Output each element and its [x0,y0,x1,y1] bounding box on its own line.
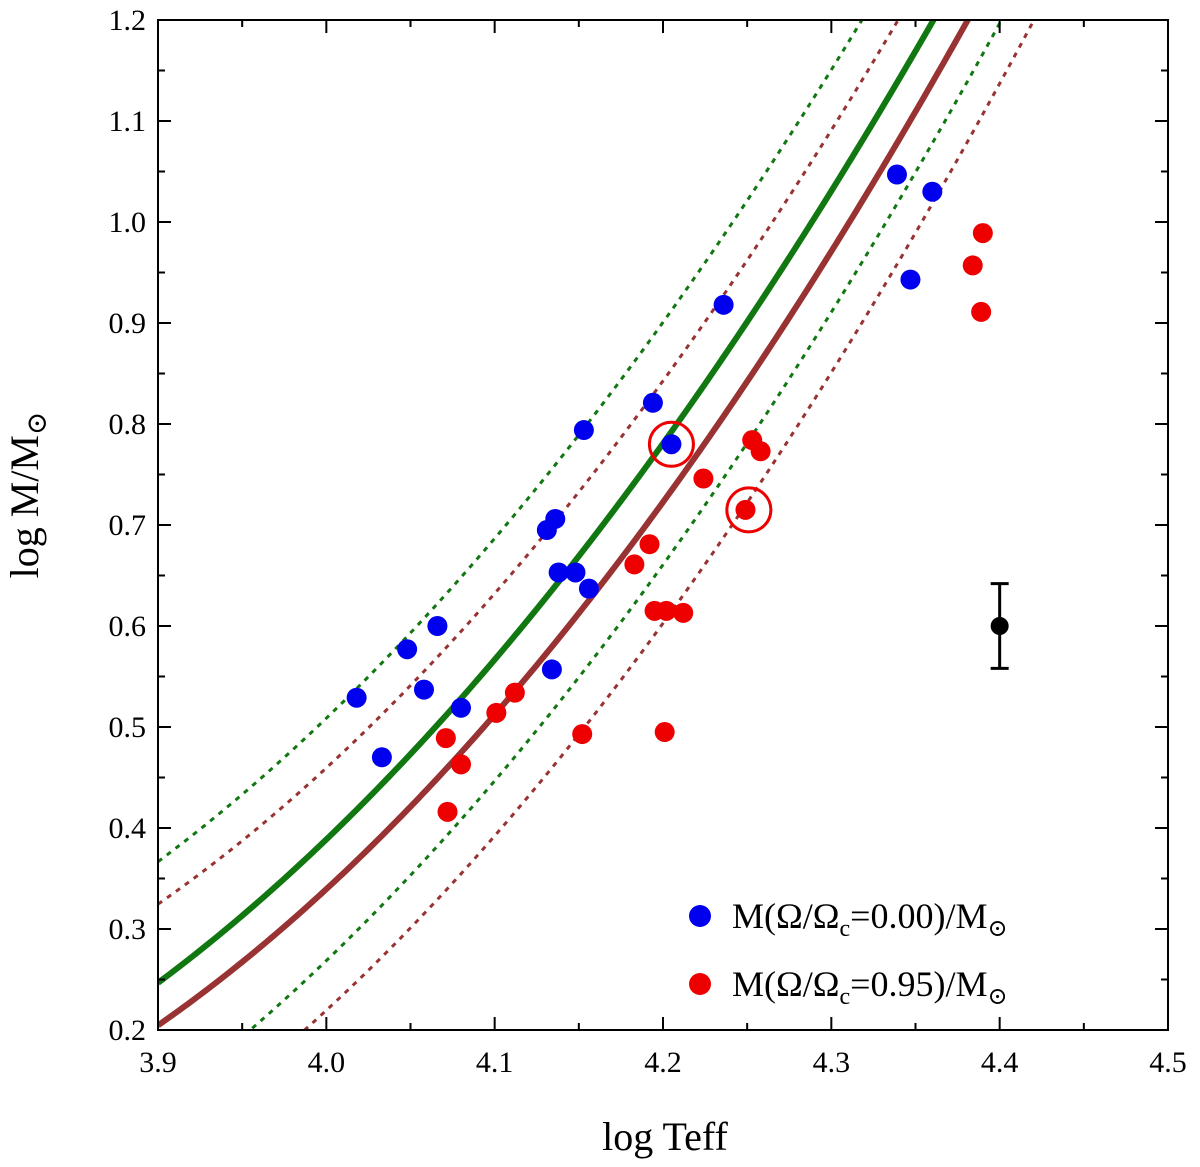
x-tick-label-1: 4.0 [308,1046,346,1079]
x-tick-label-0: 3.9 [139,1046,177,1079]
data-point-nonrotating-17 [900,269,921,290]
data-point-rotating-18 [972,223,993,244]
data-point-rotating-13 [735,499,756,520]
legend-label-rotating-sub: c [840,984,851,1010]
data-point-nonrotating-1 [371,747,392,768]
x-tick-label-5: 4.4 [981,1046,1019,1079]
points-layer [346,164,1009,822]
data-point-rotating-15 [750,441,771,462]
plot-frame [157,19,1169,1031]
y-tick-label-5: 0.7 [109,509,147,542]
data-point-rotating-17 [971,301,992,322]
legend-label-nonrotating-sun: ⊙ [987,916,1007,942]
data-point-rotating-2 [451,754,471,775]
reference-point [990,617,1009,635]
data-point-rotating-5 [572,724,593,745]
data-point-rotating-10 [656,600,677,621]
x-axis-label: log Teff [602,1114,728,1159]
data-point-nonrotating-18 [922,181,943,202]
data-point-rotating-9 [654,722,675,743]
y-tick-label-0: 0.2 [109,1014,147,1047]
y-tick-label-4: 0.6 [109,610,147,643]
highlight-ring-1 [725,486,773,534]
legend-label-rotating: M(Ω/Ωc=0.95)/M⊙ [732,964,1008,1010]
data-point-nonrotating-9 [548,562,569,583]
legend-label-nonrotating-sub: c [840,916,851,942]
legend-marker-rotating [689,973,711,995]
data-point-nonrotating-7 [541,659,562,680]
ticks-layer: 3.9 4.0 4.1 4.2 4.3 4.4 4.5 0.2 0.3 0.4 0.5 0.6 0.7 0… [109,4,1187,1079]
data-point-nonrotating-2 [397,639,418,660]
data-point-nonrotating-16 [886,164,907,185]
curve-red-upper [158,20,900,906]
data-point-nonrotating-3 [413,679,434,700]
y-tick-label-1: 0.3 [109,913,147,946]
data-point-rotating-4 [504,682,525,703]
data-point-rotating-3 [486,702,507,723]
data-point-rotating-6 [624,554,645,575]
legend-label-rotating-mid: =0.95)/M [850,964,987,1004]
data-point-nonrotating-13 [642,392,663,413]
y-tick-label-8: 1.0 [109,206,147,239]
x-tick-label-2: 4.1 [476,1046,514,1079]
x-tick-label-6: 4.5 [1149,1046,1187,1079]
data-point-nonrotating-5 [451,697,471,718]
axes-layer [157,19,1169,1031]
legend-label-rotating-prefix: M(Ω/Ω [732,964,840,1004]
data-point-nonrotating-14 [661,434,682,455]
y-tick-label-6: 0.8 [109,408,147,441]
legend-label-nonrotating-mid: =0.00)/M [850,896,987,936]
data-point-nonrotating-12 [578,578,599,599]
curve-red-fit [158,20,972,1028]
legend-label-rotating-sun: ⊙ [987,984,1007,1010]
legend-label-nonrotating-prefix: M(Ω/Ω [732,896,840,936]
y-axis-label-sun-symbol: ⊙ [22,412,53,435]
legend-marker-nonrotating [689,905,711,927]
x-tick-label-4: 4.3 [813,1046,851,1079]
y-tick-label-9: 1.1 [109,105,147,138]
curves-layer [158,20,1036,1030]
data-point-nonrotating-11 [573,420,594,441]
y-tick-label-7: 0.9 [109,307,147,340]
y-tick-label-2: 0.4 [109,812,147,845]
data-point-rotating-12 [693,468,714,489]
legend-label-nonrotating: M(Ω/Ωc=0.00)/M⊙ [732,896,1008,942]
y-tick-label-10: 1.2 [109,4,147,37]
y-tick-label-3: 0.5 [109,711,147,744]
y-axis-label: log M/M⊙ [2,412,53,579]
data-point-rotating-16 [962,255,983,276]
legend: M(Ω/Ωc=0.00)/M⊙ M(Ω/Ωc=0.95)/M⊙ [689,896,1008,1010]
data-point-rotating-1 [437,801,458,822]
highlight-ring-0 [647,420,695,468]
data-point-rotating-0 [435,728,456,749]
curve-red-lower [302,20,1036,1030]
data-point-nonrotating-0 [346,687,367,708]
curve-green-fit [158,20,937,986]
data-point-nonrotating-8 [545,508,566,529]
curve-green-upper [158,20,864,863]
curve-green-lower [247,20,1004,1030]
data-point-nonrotating-15 [713,294,734,315]
data-point-rotating-11 [673,602,694,623]
x-tick-label-3: 4.2 [644,1046,682,1079]
data-point-rotating-7 [639,534,660,555]
data-point-nonrotating-10 [565,562,586,583]
y-axis-label-main: log M/M [2,435,47,578]
data-point-nonrotating-4 [427,616,448,636]
